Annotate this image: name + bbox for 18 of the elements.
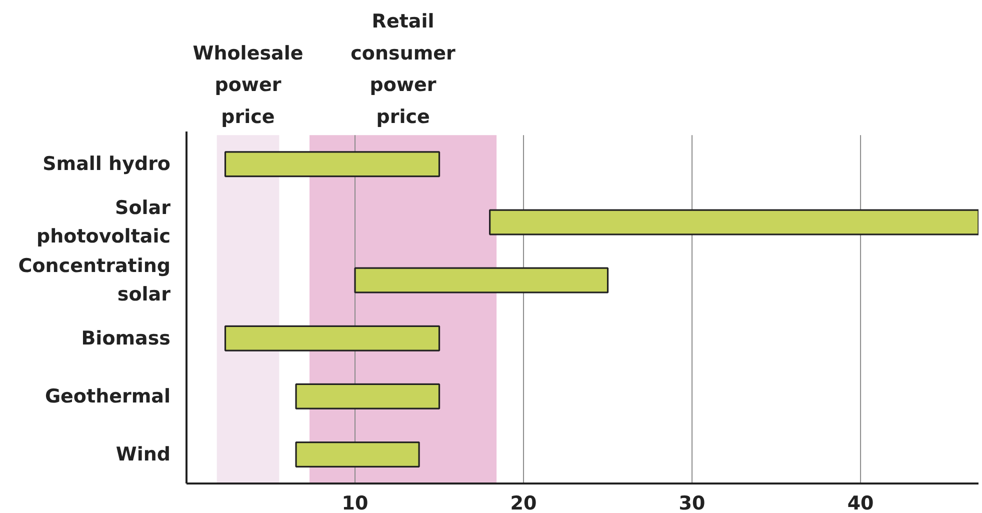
y-tick-label: Small hydro: [42, 153, 171, 176]
y-tick-label: Concentrating solar: [18, 254, 172, 306]
bar: [354, 267, 609, 294]
bar: [224, 325, 440, 352]
x-tick-label: 40: [847, 492, 874, 513]
y-tick-label: Geothermal: [44, 385, 171, 408]
x-tick-label: 20: [510, 492, 537, 513]
y-tick-label: Biomass: [81, 327, 171, 350]
bar: [295, 383, 440, 410]
bar: [489, 209, 978, 236]
bar: [295, 441, 420, 468]
x-tick-label: 30: [678, 492, 706, 513]
x-tick-label: 10: [342, 492, 368, 513]
y-tick-label: Wind: [116, 443, 171, 466]
band-label: Retail consumer power price: [350, 10, 456, 128]
y-tick-label: Solar photovoltaic: [36, 196, 172, 248]
bar: [224, 151, 440, 178]
band-label: Wholesale power price: [192, 42, 304, 128]
